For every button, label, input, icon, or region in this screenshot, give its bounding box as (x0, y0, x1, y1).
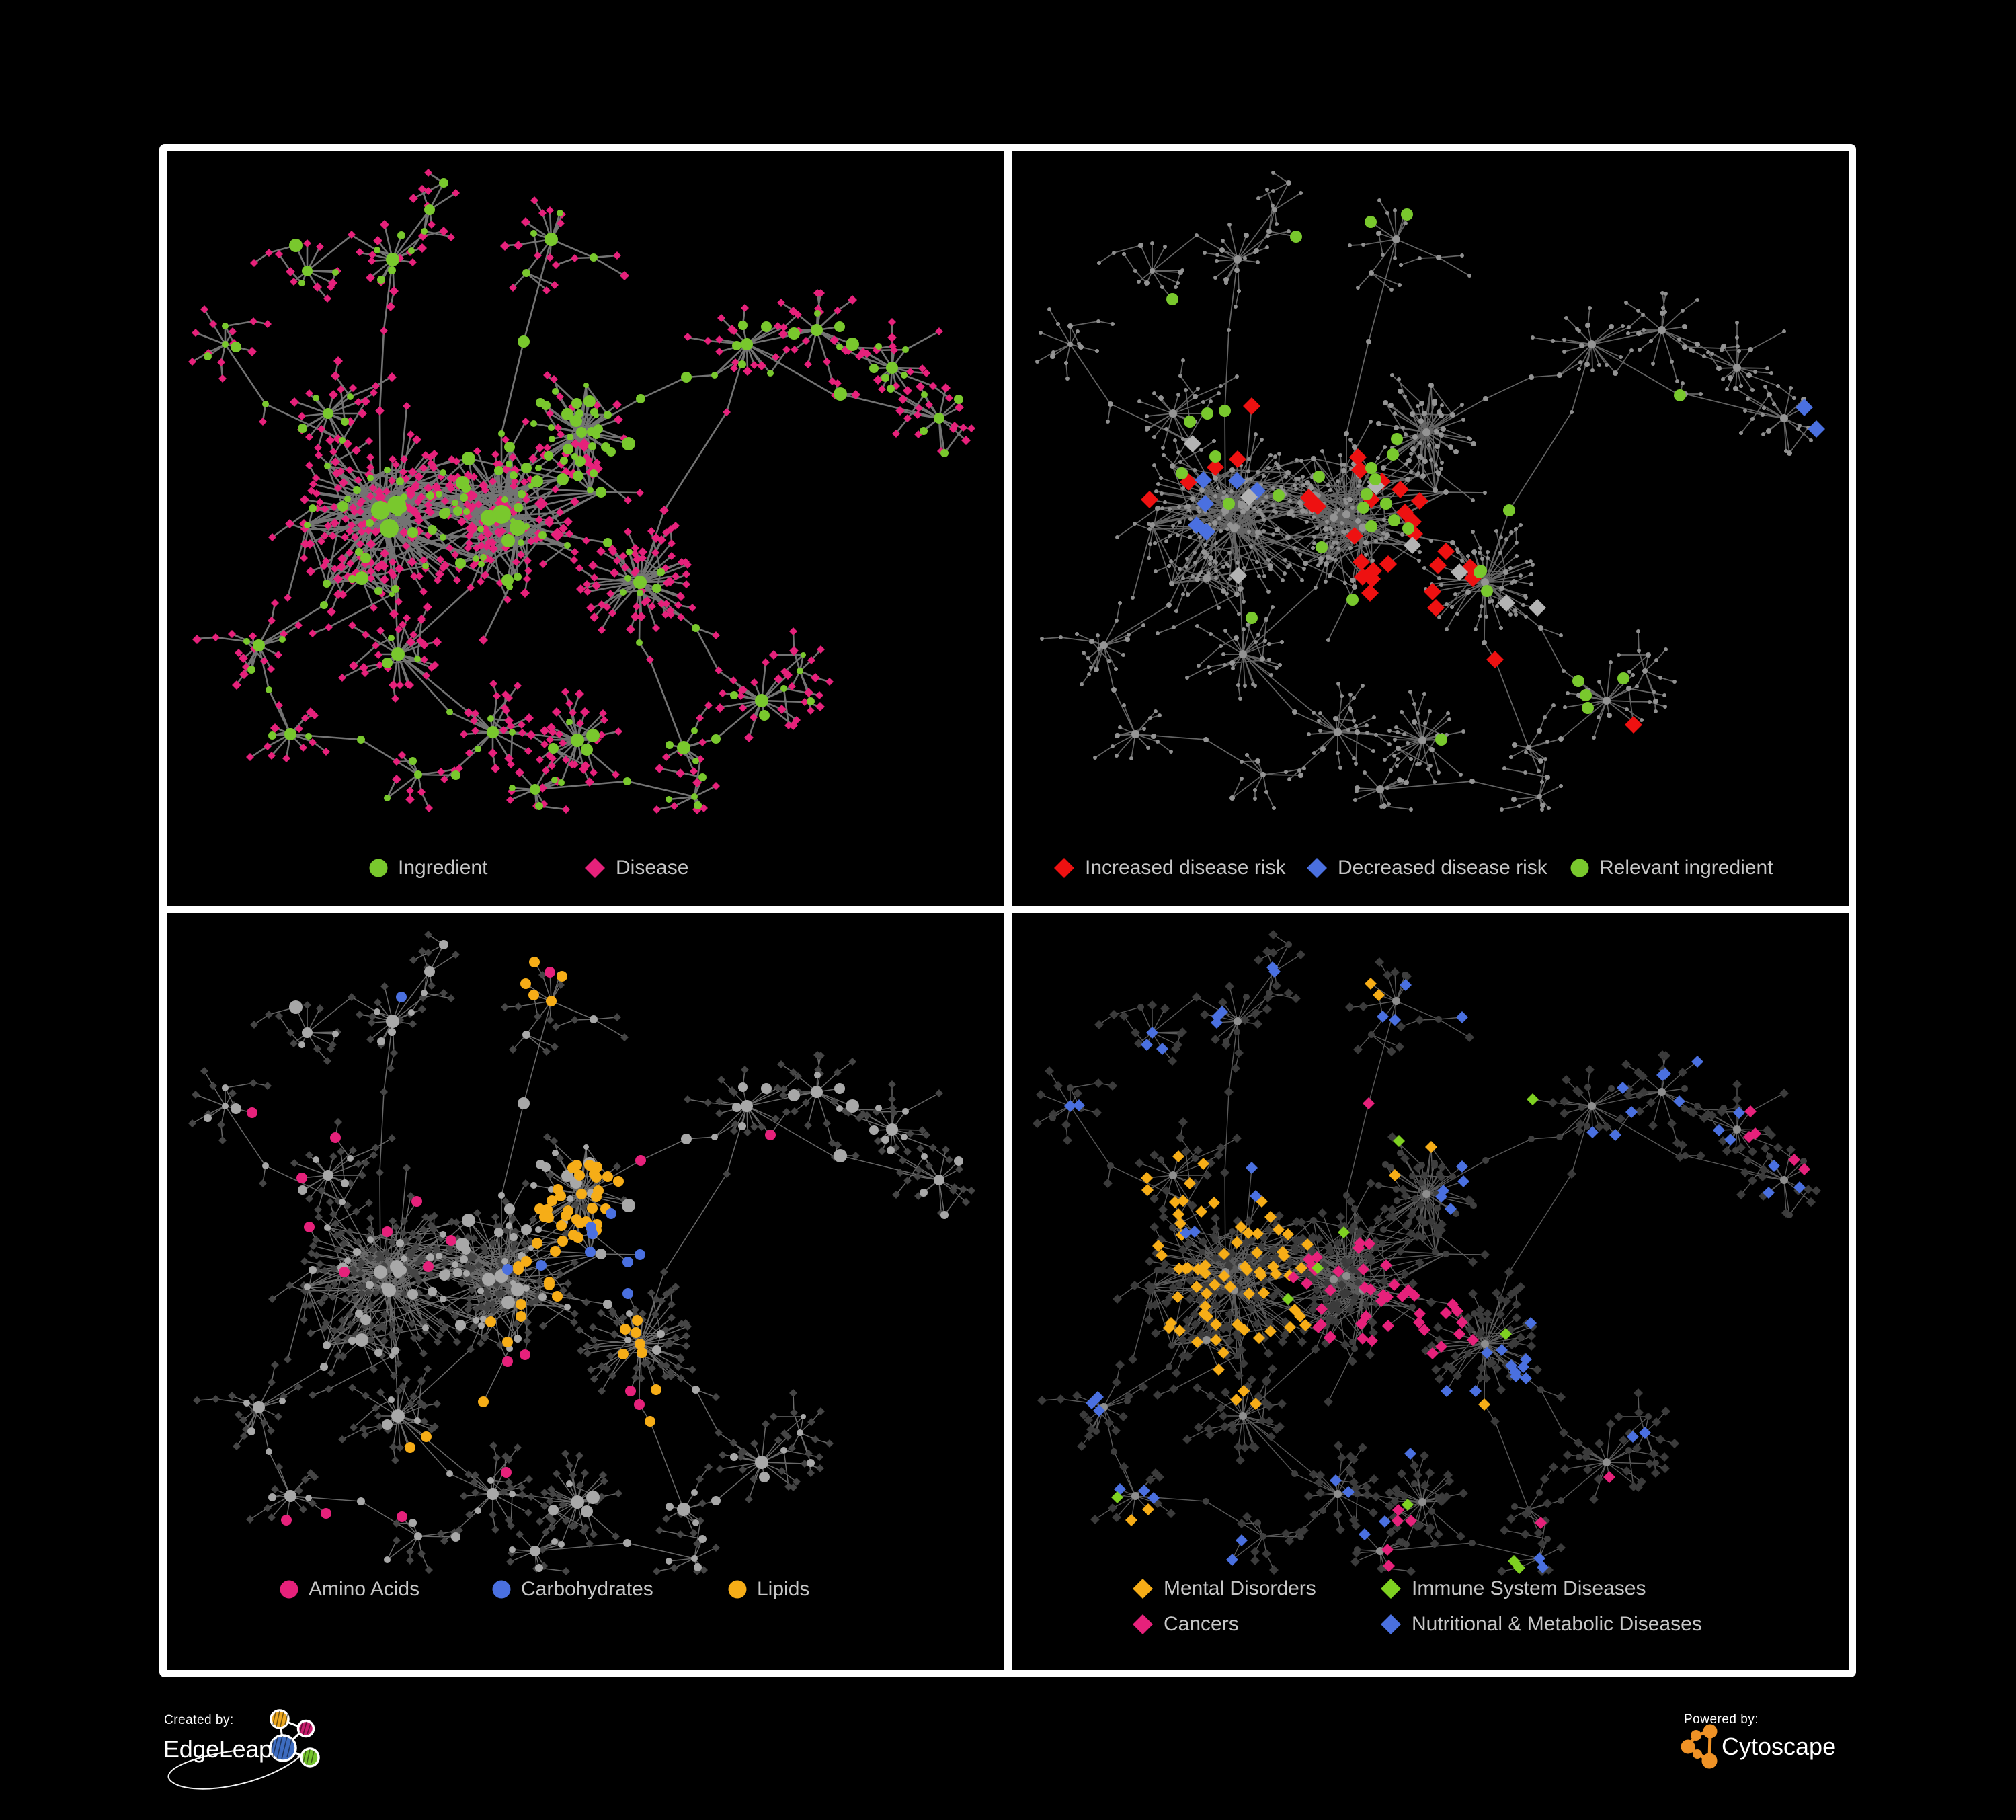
svg-text:EdgeLeap: EdgeLeap (163, 1735, 272, 1763)
svg-text:Cytoscape: Cytoscape (1722, 1733, 1836, 1760)
